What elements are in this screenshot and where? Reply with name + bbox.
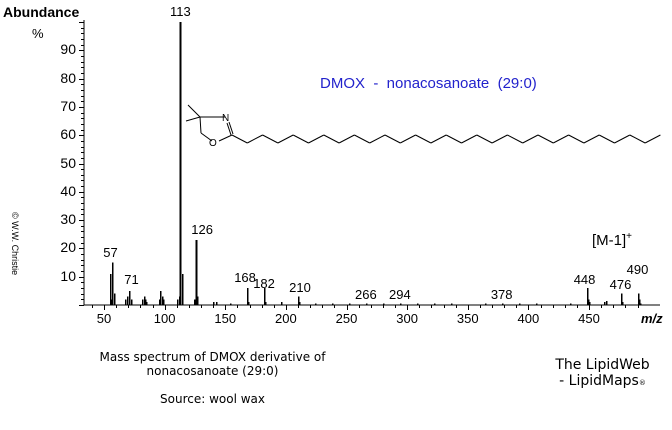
peak-label: 71 — [124, 272, 139, 287]
caption-source: Source: wool wax — [160, 392, 265, 406]
credit-line-1: The LipidWeb — [555, 357, 650, 373]
peak-label: 57 — [103, 244, 118, 260]
x-tick-label: 300 — [396, 311, 418, 326]
peak-label: 378 — [490, 287, 513, 302]
nitrogen-atom: N — [222, 113, 229, 124]
ion-text: [M-1] — [592, 232, 627, 249]
x-tick-label: 400 — [517, 311, 540, 326]
oxygen-atom: O — [209, 138, 217, 149]
y-tick-label: 10 — [60, 267, 76, 284]
y-tick-label: 40 — [60, 182, 76, 199]
x-tick-label: 150 — [214, 311, 237, 326]
y-tick-label: 80 — [60, 69, 76, 86]
ion-charge: + — [626, 231, 633, 242]
y-tick-label: 90 — [60, 41, 76, 58]
peak-label: 182 — [253, 276, 275, 292]
peak-label: 168 — [234, 270, 256, 286]
y-tick-label: 20 — [60, 239, 76, 256]
peak-label: 490 — [626, 262, 649, 277]
credit-line-2: - LipidMaps® — [559, 373, 646, 389]
credit: The LipidWeb - LipidMaps® — [540, 357, 665, 389]
peak-label: 126 — [191, 221, 213, 237]
registered-mark: ® — [638, 379, 646, 387]
x-axis-label: m/z — [641, 311, 663, 326]
y-tick-label: 50 — [60, 154, 76, 171]
x-tick-label: 450 — [578, 311, 600, 326]
y-tick-label: 60 — [60, 126, 76, 143]
y-tick-label: 30 — [60, 211, 76, 228]
peak-label: 113 — [170, 4, 191, 19]
copyright-text: © W.W. Christie — [10, 212, 20, 276]
x-tick-label: 100 — [153, 311, 176, 326]
peak-label: 476 — [609, 277, 632, 292]
molecular-ion-annotation: [M-1]+ — [592, 231, 632, 249]
dmox-structure: NO — [185, 104, 661, 149]
chart-title: DMOX - nonacosanoate (29:0) — [320, 75, 537, 92]
peak-label: 210 — [289, 280, 311, 295]
x-tick-label: 50 — [96, 311, 112, 326]
y-axis-label: Abundance — [3, 4, 80, 20]
peak-label: 266 — [355, 287, 377, 302]
caption-line-2: nonacosanoate (29:0) — [146, 364, 279, 378]
x-tick-label: 250 — [335, 311, 358, 326]
peak-label: 294 — [388, 287, 411, 302]
caption-line-1: Mass spectrum of DMOX derivative of — [99, 350, 326, 364]
peak-label: 448 — [573, 272, 596, 287]
x-tick-label: 200 — [275, 311, 297, 326]
x-tick-label: 350 — [456, 311, 479, 326]
caption: Mass spectrum of DMOX derivative of nona… — [80, 350, 345, 406]
y-tick-label: 70 — [60, 97, 76, 114]
y-axis-unit: % — [32, 26, 44, 41]
